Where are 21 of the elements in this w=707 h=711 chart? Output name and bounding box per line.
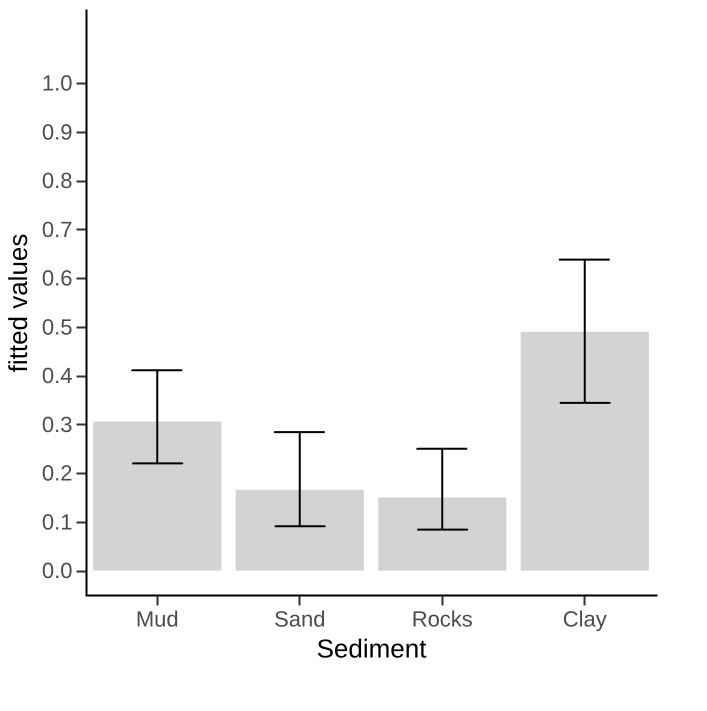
bar (93, 421, 222, 571)
y-tick-label: 0.3 (42, 412, 72, 437)
x-tick-label: Clay (562, 606, 607, 632)
y-tick-label: 0.4 (42, 363, 72, 388)
y-tick-label: 0.7 (42, 216, 72, 242)
y-tick-label: 0.5 (42, 314, 72, 340)
y-tick-label: 0.9 (42, 119, 72, 144)
bar (378, 498, 506, 571)
y-tick-label: 0.2 (42, 460, 72, 486)
y-tick-label: 0.8 (42, 168, 72, 194)
x-tick-label: Mud (136, 606, 179, 632)
y-tick-label: 0.6 (42, 266, 72, 291)
x-tick-label: Sand (274, 606, 326, 632)
x-tick-label: Rocks (412, 606, 473, 632)
bar (520, 332, 649, 571)
y-tick-label: 0.1 (42, 509, 72, 534)
y-tick-label: 0.0 (42, 558, 72, 584)
x-axis-title: Sediment (316, 634, 428, 664)
y-tick-label: 1.0 (42, 70, 72, 96)
y-axis-title: fitted values (2, 234, 33, 372)
bar (236, 490, 364, 571)
